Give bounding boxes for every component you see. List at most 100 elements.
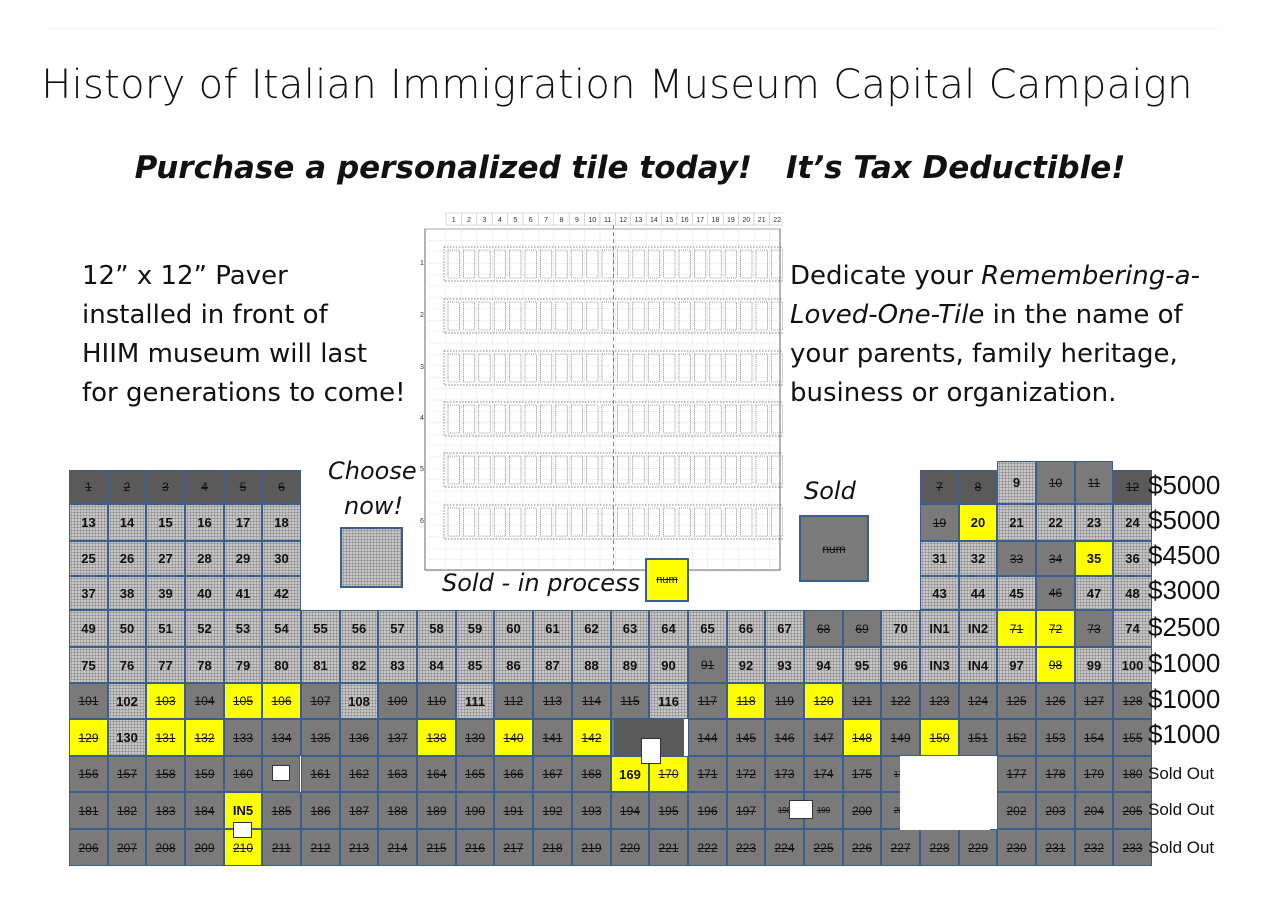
tile-45[interactable]: 45 [997,576,1036,610]
tile-78[interactable]: 78 [185,647,224,683]
tile-70[interactable]: 70 [881,610,920,647]
tile-18[interactable]: 18 [262,504,301,541]
tile-44[interactable]: 44 [959,576,997,610]
tile-59[interactable]: 59 [456,610,494,647]
tile-13[interactable]: 13 [69,504,108,541]
legend-in-process-label: Sold - in process [442,569,640,597]
tile-92[interactable]: 92 [727,647,765,683]
tile-in4[interactable]: IN4 [959,647,997,683]
tile-89[interactable]: 89 [611,647,649,683]
tile-14[interactable]: 14 [108,504,146,541]
tile-90[interactable]: 90 [649,647,688,683]
tile-24[interactable]: 24 [1113,504,1152,541]
tile-41[interactable]: 41 [224,576,262,610]
tile-38[interactable]: 38 [108,576,146,610]
tile-37[interactable]: 37 [69,576,108,610]
tile-108[interactable]: 108 [340,683,378,719]
tile-39[interactable]: 39 [146,576,185,610]
tile-111[interactable]: 111 [456,683,494,719]
tile-77[interactable]: 77 [146,647,185,683]
tile-81[interactable]: 81 [301,647,340,683]
tile-29[interactable]: 29 [224,541,262,576]
tile-67[interactable]: 67 [765,610,804,647]
tile-55[interactable]: 55 [301,610,340,647]
tile-63[interactable]: 63 [611,610,649,647]
tile-42[interactable]: 42 [262,576,301,610]
tile-15[interactable]: 15 [146,504,185,541]
tile-30[interactable]: 30 [262,541,301,576]
tile-50[interactable]: 50 [108,610,146,647]
tile-88[interactable]: 88 [572,647,611,683]
tile-64[interactable]: 64 [649,610,688,647]
tile-31[interactable]: 31 [920,541,959,576]
tile-47[interactable]: 47 [1075,576,1113,610]
tile-in1[interactable]: IN1 [920,610,959,647]
tile-36[interactable]: 36 [1113,541,1152,576]
tile-58[interactable]: 58 [417,610,456,647]
tile-97[interactable]: 97 [997,647,1036,683]
tile-102[interactable]: 102 [108,683,146,719]
subtitle-purchase: Purchase a personalized tile today! [134,150,752,186]
tile-17[interactable]: 17 [224,504,262,541]
tile-75[interactable]: 75 [69,647,108,683]
diagram-paver-slot [678,404,691,434]
tile-56[interactable]: 56 [340,610,378,647]
tile-16[interactable]: 16 [185,504,224,541]
tile-85[interactable]: 85 [456,647,494,683]
tile-number: 8 [974,480,982,494]
tile-48[interactable]: 48 [1113,576,1152,610]
tile-51[interactable]: 51 [146,610,185,647]
tile-116[interactable]: 116 [649,683,688,719]
legend-now-label: now! [344,492,404,520]
tile-number: 100 [1121,657,1144,673]
tile-130[interactable]: 130 [108,719,146,756]
tile-93[interactable]: 93 [765,647,804,683]
tile-40[interactable]: 40 [185,576,224,610]
tile-9[interactable]: 9 [997,461,1036,504]
tile-32[interactable]: 32 [959,541,997,576]
tile-number: 199 [816,806,831,815]
dedication-text: Dedicate your [790,261,982,291]
tile-number: 221 [658,840,679,855]
tile-61[interactable]: 61 [533,610,572,647]
diagram-paver-slot [694,404,707,434]
tile-22[interactable]: 22 [1036,504,1075,541]
tile-83[interactable]: 83 [378,647,417,683]
tile-96[interactable]: 96 [881,647,920,683]
tile-43[interactable]: 43 [920,576,959,610]
tile-84[interactable]: 84 [417,647,456,683]
diagram-paver-slot [555,301,568,331]
diagram-paver-slot [632,404,645,434]
tile-number: 18 [274,515,289,530]
legend-available-swatch[interactable] [340,527,403,588]
tile-60[interactable]: 60 [494,610,533,647]
tile-65[interactable]: 65 [688,610,727,647]
tile-86[interactable]: 86 [494,647,533,683]
tile-94[interactable]: 94 [804,647,843,683]
subtitle: Purchase a personalized tile today! It’s … [0,150,1260,186]
tile-in2[interactable]: IN2 [959,610,997,647]
tile-28[interactable]: 28 [185,541,224,576]
tile-100[interactable]: 100 [1113,647,1152,683]
tile-87[interactable]: 87 [533,647,572,683]
tile-27[interactable]: 27 [146,541,185,576]
tile-26[interactable]: 26 [108,541,146,576]
tile-25[interactable]: 25 [69,541,108,576]
tile-74[interactable]: 74 [1113,610,1152,647]
tile-49[interactable]: 49 [69,610,108,647]
tile-23[interactable]: 23 [1075,504,1113,541]
tile-54[interactable]: 54 [262,610,301,647]
tile-82[interactable]: 82 [340,647,378,683]
tile-99[interactable]: 99 [1075,647,1113,683]
tile-95[interactable]: 95 [843,647,881,683]
tile-57[interactable]: 57 [378,610,417,647]
tile-52[interactable]: 52 [185,610,224,647]
tile-in3[interactable]: IN3 [920,647,959,683]
tile-76[interactable]: 76 [108,647,146,683]
tile-80[interactable]: 80 [262,647,301,683]
tile-21[interactable]: 21 [997,504,1036,541]
tile-79[interactable]: 79 [224,647,262,683]
tile-66[interactable]: 66 [727,610,765,647]
tile-62[interactable]: 62 [572,610,611,647]
tile-53[interactable]: 53 [224,610,262,647]
